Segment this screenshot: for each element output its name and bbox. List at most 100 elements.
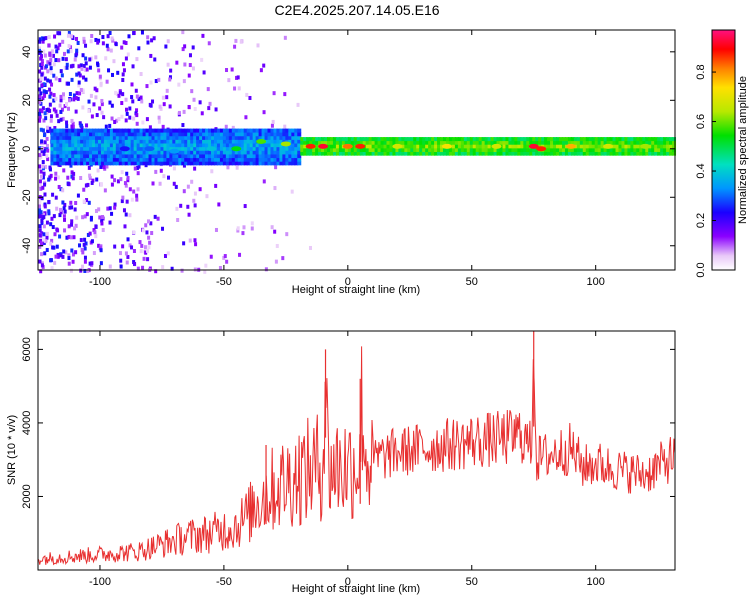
spectrogram-cell	[294, 150, 299, 155]
spectrogram-cell	[119, 177, 123, 182]
spectrogram-cell	[624, 144, 629, 149]
spectrogram-cell	[157, 143, 162, 148]
spectrogram-cell	[188, 238, 192, 243]
spectrogram-cell	[615, 137, 620, 142]
spectrogram-cell	[213, 161, 218, 166]
spectrogram-cell	[228, 143, 233, 148]
spectrogram-cell	[651, 137, 656, 142]
spectrogram-cell	[573, 148, 578, 152]
spectrogram-cell	[142, 128, 147, 133]
spectrogram-cell	[296, 102, 300, 107]
spectrogram-cell	[451, 140, 456, 145]
spectrogram-cell	[472, 148, 477, 152]
spectrogram-cell	[92, 139, 97, 144]
spectrogram-cell	[279, 154, 284, 159]
spectrogram-cell	[160, 154, 165, 159]
spectrogram-cell	[172, 157, 177, 162]
spectrogram-cell	[70, 205, 74, 210]
spectrogram-cell	[130, 197, 134, 202]
spectrogram-cell	[508, 140, 513, 145]
spectrogram-cell	[92, 146, 97, 151]
spectrogram-cell	[75, 36, 79, 41]
spectrogram-cell	[222, 154, 227, 159]
spectrogram-cell	[130, 132, 135, 137]
spectrogram-cell	[329, 148, 334, 152]
spectrogram-cell	[213, 132, 218, 137]
spectrogram-cell	[69, 49, 73, 54]
spectrogram-cell	[440, 137, 445, 142]
spectrogram-cell	[297, 146, 302, 151]
spectrogram-cell	[196, 139, 201, 144]
spectrogram-cell	[151, 135, 156, 140]
spectrogram-cell	[53, 126, 57, 131]
spectrogram-cell	[484, 140, 489, 145]
spectrogram-cell	[83, 143, 88, 148]
spectrogram-cell	[621, 144, 626, 149]
spectrogram-cell	[597, 140, 602, 145]
spectrogram-hotspot	[491, 143, 502, 149]
spectrogram-cell	[77, 150, 82, 155]
spectrogram-cell	[82, 64, 86, 69]
spectrogram-cell	[148, 240, 152, 245]
spectrogram-cell	[306, 140, 311, 145]
spectrogram-cell	[383, 148, 388, 152]
spectrogram-cell	[225, 128, 230, 133]
spectrogram-cell	[445, 137, 450, 142]
snr-frame	[37, 330, 676, 571]
spectrogram-cell	[83, 157, 88, 162]
spectrogram-cell	[44, 164, 48, 169]
spectrogram-cell	[39, 169, 43, 174]
spectrogram-cell	[216, 135, 221, 140]
spectrogram-cell	[177, 110, 181, 115]
spectrogram-cell	[80, 154, 85, 159]
spectrogram-cell	[454, 151, 459, 156]
spectrogram-cell	[208, 157, 213, 162]
spectrogram-cell	[389, 144, 394, 149]
spectrogram-cell	[550, 137, 555, 142]
spectrogram-cell	[309, 140, 314, 145]
spectrogram-cell	[100, 110, 104, 115]
spectrogram-cell	[642, 151, 647, 156]
spectrogram-cell	[75, 215, 79, 220]
spectrogram-cell	[294, 161, 299, 166]
spectrogram-cell	[431, 144, 436, 149]
spectrogram-cell	[344, 137, 349, 142]
spectrogram-cell	[443, 148, 448, 152]
spectrogram-cell	[582, 151, 587, 156]
spectrogram-cell	[65, 139, 70, 144]
spectrogram-cell	[487, 137, 492, 142]
spectrogram-cell	[142, 154, 147, 159]
spectrogram-cell	[386, 140, 391, 145]
spectrogram-cell	[154, 79, 158, 84]
spectrogram-cell	[47, 43, 51, 48]
spectrogram-cell	[523, 151, 528, 156]
spectrogram-cell	[276, 161, 281, 166]
spectrogram-cell	[615, 148, 620, 152]
spectrogram-cell	[255, 135, 260, 140]
spectrogram-cell	[67, 261, 71, 266]
spectrogram-cell	[493, 148, 498, 152]
spectrogram-cell	[116, 179, 120, 184]
spectrogram-cell	[576, 140, 581, 145]
spectrogram-cell	[120, 45, 124, 50]
spectrogram-cell	[50, 139, 55, 144]
spectrogram-cell	[142, 143, 147, 148]
spectrogram-cell	[62, 157, 67, 162]
spectrogram-cell	[134, 88, 138, 93]
spectrogram-cell	[365, 151, 370, 156]
spectrogram-cell	[71, 63, 75, 68]
spectrogram-cell	[154, 143, 159, 148]
spectrogram-cell	[234, 139, 239, 144]
spectrogram-cell	[377, 137, 382, 142]
spectrogram-cell	[228, 150, 233, 155]
spectrogram-cell	[597, 148, 602, 152]
spectrogram-cell	[150, 231, 154, 236]
spectrogram-cell	[514, 148, 519, 152]
spectrogram-cell	[175, 135, 180, 140]
spectrogram-cell	[389, 137, 394, 142]
spectrogram-cell	[243, 154, 248, 159]
spectrogram-cell	[267, 161, 272, 166]
spectrogram-cell	[79, 63, 83, 68]
spectrogram-cell	[83, 135, 88, 140]
spectrogram-cell	[395, 148, 400, 152]
